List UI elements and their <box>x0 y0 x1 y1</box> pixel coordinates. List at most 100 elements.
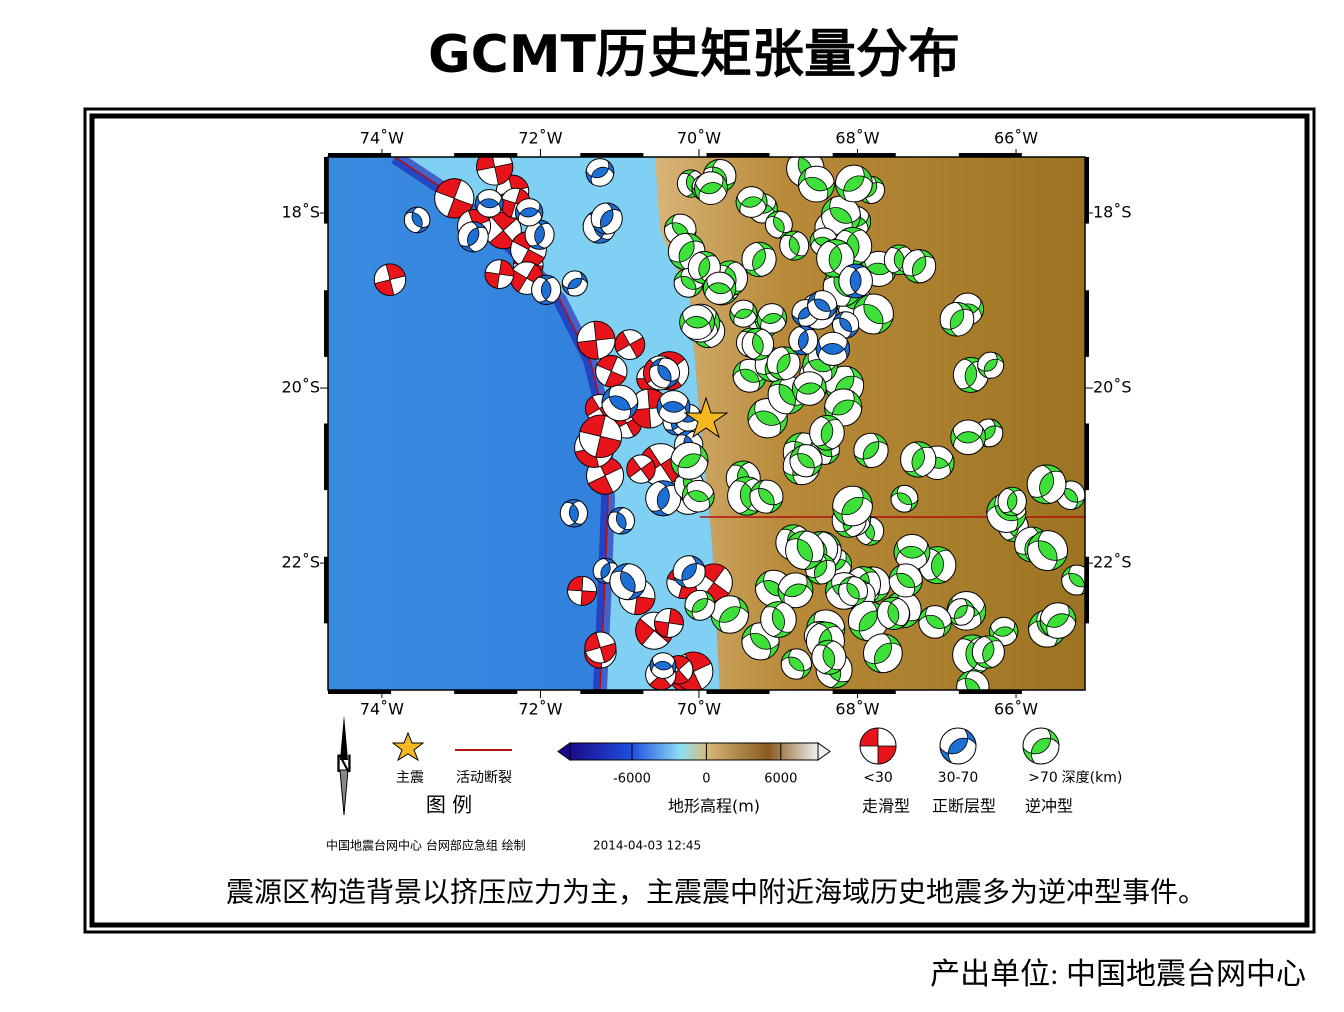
ball-fill <box>782 230 807 261</box>
focal-mechanism <box>902 249 937 284</box>
focal-mechanism <box>531 274 562 305</box>
ball-fill <box>853 293 894 335</box>
legend-title: 图 例 <box>426 793 472 817</box>
focal-mechanism <box>484 211 522 250</box>
colorbar-tick-label: -6000 <box>613 772 651 787</box>
ball-fill <box>576 320 616 360</box>
x-tick-label: 68˚W <box>835 129 879 148</box>
y-tick-label: 22˚S <box>1093 553 1132 572</box>
ball-fill <box>939 728 977 764</box>
focal-mechanism <box>514 198 544 227</box>
focal-mechanism <box>838 576 869 607</box>
frame-bar <box>580 690 644 694</box>
frame-bar <box>832 153 896 157</box>
ball-fill <box>821 197 861 234</box>
focal-mechanism <box>561 270 588 297</box>
legend-type: 正断层型 <box>932 797 996 816</box>
legend-mainshock: 主震 <box>396 770 424 786</box>
focal-mechanism <box>780 648 812 680</box>
ball-fill <box>853 432 889 468</box>
caption: 震源区构造背景以挤压应力为主，主震震中附近海域历史地震多为逆冲型事件。 <box>226 876 1206 908</box>
focal-mechanism <box>567 575 598 606</box>
focal-mechanism <box>918 605 952 639</box>
focal-mechanism <box>1039 602 1077 639</box>
focal-mechanism <box>679 304 715 341</box>
focal-mechanism <box>694 171 728 205</box>
frame-bar <box>958 690 1022 694</box>
focal-mechanism <box>484 259 515 289</box>
shelf <box>395 157 720 690</box>
ball-fill <box>585 159 615 186</box>
focal-mechanism <box>653 607 684 638</box>
focal-mechanism <box>852 293 894 335</box>
ball-fill <box>792 376 827 401</box>
ball-fill <box>845 263 867 299</box>
ball-fill <box>374 263 406 296</box>
frame-bar <box>328 153 392 157</box>
ball-fill <box>747 401 788 436</box>
ball-fill <box>591 202 622 235</box>
focal-mechanism <box>741 327 775 361</box>
ball-fill <box>786 530 823 570</box>
focal-mechanism <box>741 241 777 278</box>
colorbar-end <box>817 742 831 761</box>
frame-bar <box>324 556 328 624</box>
colorbar-tick-label: 0 <box>702 772 710 787</box>
focal-mechanism <box>590 202 623 235</box>
frame-bar <box>958 153 1022 157</box>
ball-fill <box>691 251 717 284</box>
focal-mechanism <box>971 635 1005 669</box>
credit-time: 2014-04-03 12:45 <box>593 839 701 853</box>
x-tick-label: 72˚W <box>518 129 562 148</box>
frame-bar <box>580 153 644 157</box>
ball-fill <box>475 193 504 213</box>
ball-fill <box>791 325 815 356</box>
land <box>655 157 1085 690</box>
ball-fill <box>528 219 551 250</box>
frame-bar <box>454 153 518 157</box>
focal-mechanism <box>595 355 628 388</box>
ball-fill <box>1061 565 1085 596</box>
x-tick-label: 70˚W <box>677 700 721 719</box>
frame-bar <box>832 690 896 694</box>
focal-mechanism <box>626 454 656 484</box>
frame-bar <box>706 153 770 157</box>
ball-fill <box>404 206 430 234</box>
ball-fill <box>679 310 715 334</box>
focal-mechanism <box>766 346 801 381</box>
ball-fill <box>694 175 728 201</box>
focal-mechanism <box>649 357 681 389</box>
ball-fill <box>649 357 680 389</box>
ball-fill <box>890 485 919 513</box>
ball-fill <box>835 165 873 202</box>
focal-mechanism <box>838 263 873 299</box>
focal-mechanism <box>890 484 919 513</box>
ball-fill <box>609 507 633 535</box>
y-tick-label: 22˚S <box>281 553 320 572</box>
y-tick-label: 20˚S <box>1093 378 1132 397</box>
x-tick-label: 72˚W <box>518 700 562 719</box>
mainshock-star <box>683 396 729 439</box>
ball-fill <box>797 168 835 201</box>
x-tick-label: 74˚W <box>360 700 404 719</box>
ball-fill <box>815 338 850 360</box>
focal-mechanism <box>578 414 623 458</box>
focal-mechanism <box>1061 564 1085 596</box>
ball-fill <box>768 346 800 381</box>
ball-fill <box>745 327 771 361</box>
x-tick-label: 70˚W <box>677 129 721 148</box>
colorbar-end <box>557 742 571 761</box>
focal-mechanism <box>681 479 715 513</box>
x-tick-label: 68˚W <box>835 700 879 719</box>
focal-mechanism <box>649 652 677 680</box>
frame-bar <box>324 157 328 224</box>
ball-fill <box>863 633 902 674</box>
ball-fill <box>881 596 906 630</box>
ball-fill <box>780 648 812 680</box>
focal-mechanism <box>777 572 814 609</box>
focal-mechanism <box>710 595 750 634</box>
ball-fill <box>903 249 935 284</box>
focal-mechanism <box>684 589 716 621</box>
map-area <box>328 157 1085 690</box>
legend-type: 走滑型 <box>862 797 910 816</box>
